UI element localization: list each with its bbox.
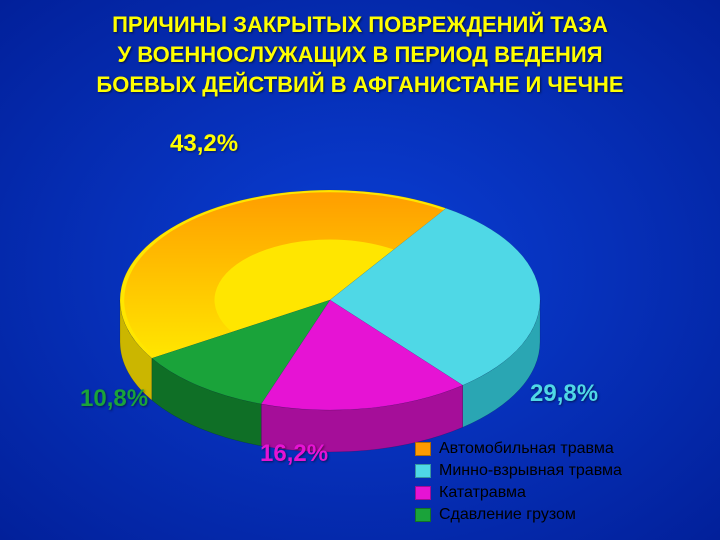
legend-swatch-kata	[415, 486, 431, 500]
pct-label-crush: 10,8%	[80, 385, 148, 413]
legend: Автомобильная травма Минно-взрывная трав…	[415, 440, 622, 528]
pct-label-mine: 29,8%	[530, 380, 598, 408]
legend-item-auto: Автомобильная травма	[415, 440, 622, 458]
legend-label-kata: Кататравма	[439, 484, 526, 502]
legend-swatch-crush	[415, 508, 431, 522]
legend-item-crush: Сдавление грузом	[415, 506, 622, 524]
legend-label-mine: Минно-взрывная травма	[439, 462, 622, 480]
legend-item-kata: Кататравма	[415, 484, 622, 502]
pct-label-auto: 43,2%	[170, 130, 238, 158]
legend-swatch-auto	[415, 442, 431, 456]
legend-swatch-mine	[415, 464, 431, 478]
legend-label-crush: Сдавление грузом	[439, 506, 576, 524]
legend-item-mine: Минно-взрывная травма	[415, 462, 622, 480]
pct-label-kata: 16,2%	[260, 440, 328, 468]
legend-label-auto: Автомобильная травма	[439, 440, 614, 458]
slide-root: ПРИЧИНЫ ЗАКРЫТЫХ ПОВРЕЖДЕНИЙ ТАЗА У ВОЕН…	[0, 0, 720, 540]
